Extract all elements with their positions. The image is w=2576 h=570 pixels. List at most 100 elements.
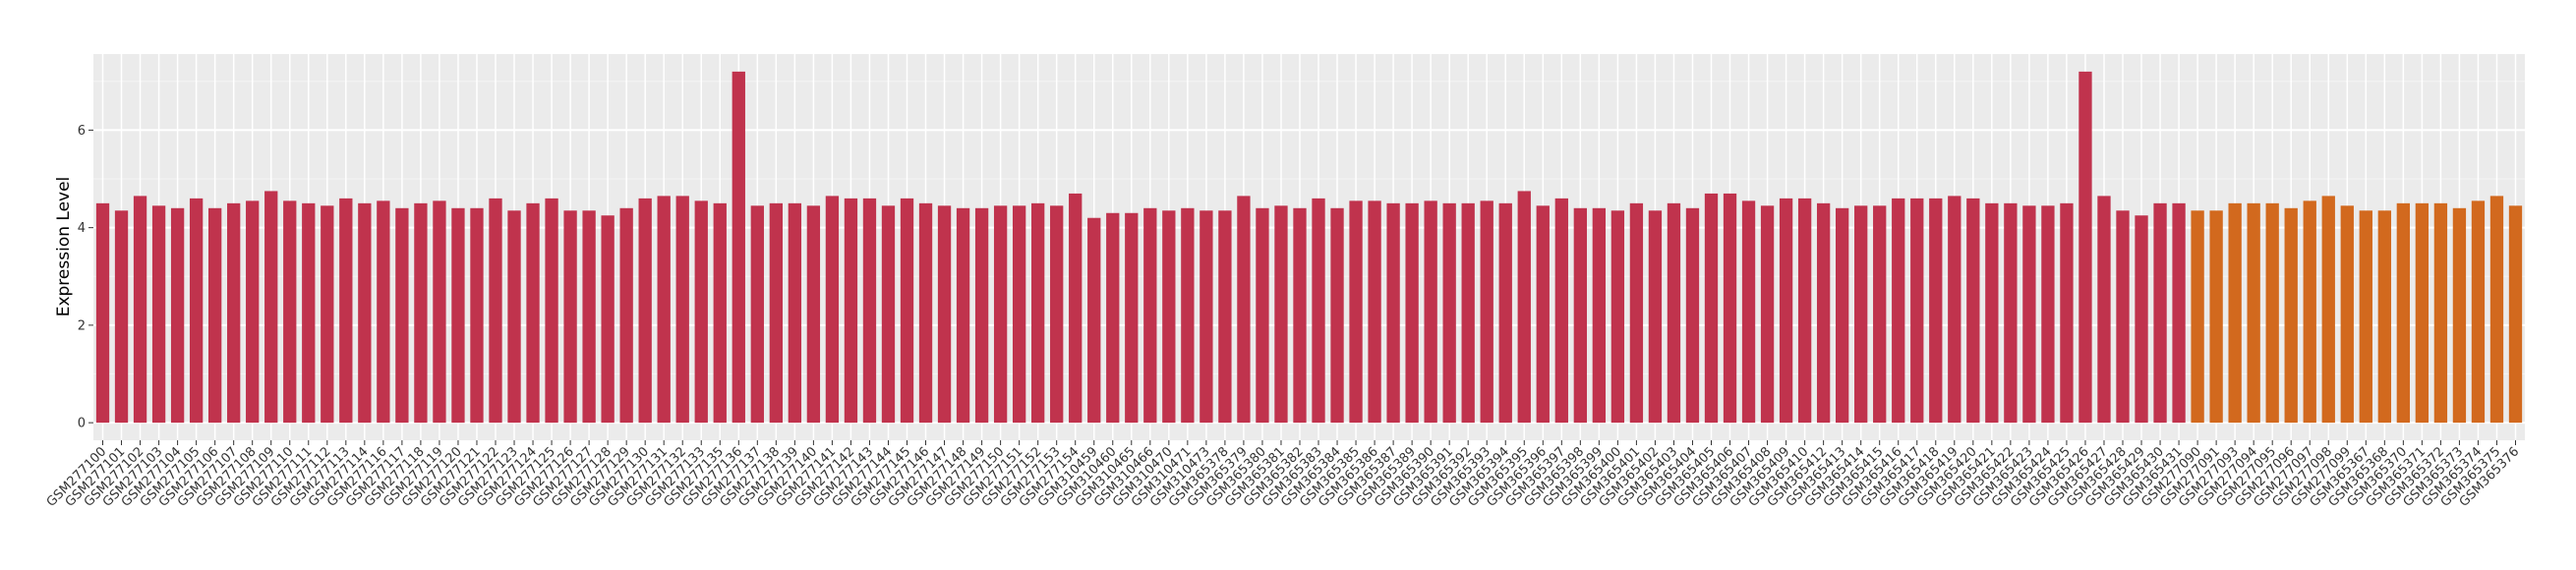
bar — [1405, 202, 1419, 424]
bar — [433, 200, 446, 424]
bar — [1816, 202, 1831, 424]
y-tick-label: 2 — [78, 318, 86, 333]
bar — [377, 200, 390, 424]
bar — [1386, 202, 1400, 424]
y-tick-label: 0 — [78, 417, 86, 431]
bar — [1442, 202, 1456, 424]
bar — [1517, 191, 1531, 424]
bar — [1723, 193, 1737, 424]
bar — [207, 207, 222, 424]
bar — [638, 198, 652, 424]
bar — [2209, 210, 2223, 424]
y-tick-label: 4 — [78, 221, 86, 236]
bar — [732, 71, 745, 424]
bar — [264, 191, 278, 424]
bar — [1012, 205, 1026, 424]
y-tick-label: 6 — [78, 124, 86, 139]
bar — [2172, 202, 2186, 424]
bar — [451, 207, 465, 424]
bar — [2116, 210, 2130, 424]
bar — [283, 200, 297, 424]
bar — [1966, 198, 1980, 424]
bar — [1910, 198, 1924, 424]
bar — [1050, 205, 1064, 424]
bar — [1031, 202, 1045, 424]
bar — [1797, 198, 1812, 424]
bar — [2471, 200, 2486, 424]
bar — [937, 205, 952, 424]
bar — [2284, 207, 2298, 424]
bar — [114, 210, 129, 424]
bar — [358, 202, 372, 424]
bar — [1218, 210, 1232, 424]
bar — [1573, 207, 1587, 424]
bar — [769, 202, 784, 424]
bar — [1741, 200, 1756, 424]
bar — [694, 200, 708, 424]
bar — [1779, 198, 1793, 424]
bar — [1349, 200, 1363, 424]
bar — [1929, 198, 1943, 424]
bar — [1610, 210, 1625, 424]
bar — [246, 200, 260, 424]
bar — [1461, 202, 1475, 424]
bar — [1835, 207, 1849, 424]
bar — [844, 198, 858, 424]
bar — [1554, 198, 1568, 424]
bar — [881, 205, 896, 424]
bar — [2396, 202, 2411, 424]
bar — [825, 196, 840, 424]
bar — [1892, 198, 1905, 424]
bar — [1536, 205, 1550, 424]
bar — [2191, 210, 2204, 424]
bar — [1760, 205, 1775, 424]
bar — [918, 202, 933, 424]
bar — [321, 205, 334, 424]
bar — [189, 198, 204, 424]
bar — [601, 215, 615, 424]
bar — [657, 196, 671, 424]
bar — [1087, 217, 1101, 424]
bar — [2433, 202, 2448, 424]
bar — [1181, 207, 1195, 424]
bar — [1125, 212, 1139, 424]
bar — [563, 210, 577, 424]
bar — [1312, 198, 1325, 424]
bar — [750, 205, 764, 424]
bar — [1256, 207, 1269, 424]
bar — [302, 202, 316, 424]
bar — [2303, 200, 2316, 424]
bar — [414, 202, 428, 424]
bar — [95, 202, 110, 424]
bar — [2508, 205, 2523, 424]
bar — [2340, 205, 2354, 424]
bar — [2321, 196, 2335, 424]
bar — [2060, 202, 2074, 424]
bar — [395, 207, 409, 424]
bar — [1424, 200, 1437, 424]
bar — [2135, 215, 2148, 424]
bar — [2489, 196, 2504, 424]
bar — [993, 205, 1008, 424]
bar — [470, 207, 484, 424]
bar — [507, 210, 521, 424]
bar — [489, 198, 502, 424]
bar — [2359, 210, 2372, 424]
bar — [1368, 200, 1381, 424]
bar — [713, 202, 727, 424]
bar — [526, 202, 540, 424]
bar — [1069, 193, 1083, 424]
bar — [1162, 210, 1176, 424]
bar — [1106, 212, 1120, 424]
bar — [151, 205, 166, 424]
bar — [1200, 210, 1213, 424]
bar — [2004, 202, 2018, 424]
bar — [956, 207, 970, 424]
bar — [1948, 196, 1961, 424]
bar — [1667, 202, 1681, 424]
bar — [2153, 202, 2167, 424]
bar — [2041, 205, 2055, 424]
bar — [339, 198, 353, 424]
bar — [675, 196, 689, 424]
